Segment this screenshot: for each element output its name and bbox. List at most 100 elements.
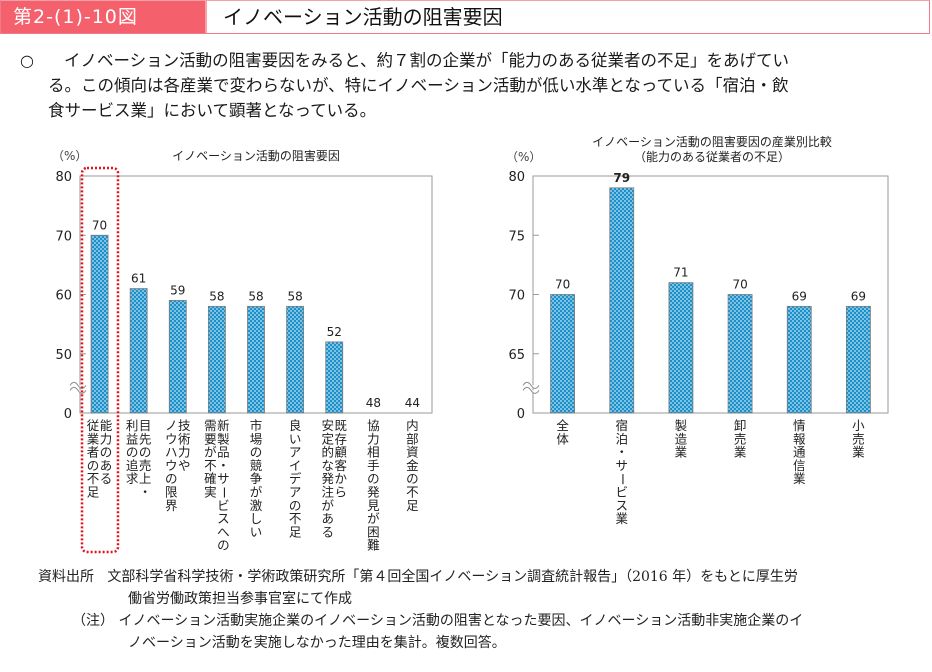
category-label-char: ウ: [165, 431, 178, 446]
category-label-char: 既: [334, 418, 347, 433]
category-label-char: 要: [204, 431, 217, 446]
category-label-char: 業: [87, 431, 100, 446]
category-label-char: 力: [100, 431, 113, 446]
category-label-char: 良: [289, 418, 302, 433]
bar: [609, 187, 635, 414]
category-label-char: い: [250, 524, 263, 539]
category-label-char: 協: [367, 418, 380, 433]
axis-break-icon: [522, 381, 540, 394]
category-label-char: ・: [139, 485, 152, 500]
category-label-char: の: [289, 498, 302, 513]
category-label-char: 造: [675, 431, 688, 446]
category-label-char: ・: [217, 458, 230, 473]
bar: [207, 305, 226, 414]
y-tick-label: 80: [55, 170, 72, 185]
category-label-char: か: [334, 471, 347, 486]
category-label-char: 争: [250, 471, 263, 486]
category-label-char: 技: [178, 418, 191, 433]
category-label-char: が: [321, 498, 334, 513]
category-label-char: 確: [204, 471, 217, 486]
category-label-char: 注: [321, 485, 334, 500]
y-tick-label: 80: [508, 170, 525, 185]
category-label-char: 資: [406, 445, 419, 460]
bar: [90, 234, 109, 414]
category-label-char: 求: [126, 471, 139, 486]
category-label-char: 発: [321, 471, 334, 486]
category-label-char: ビ: [615, 485, 628, 500]
category-label-char: の: [406, 471, 419, 486]
bullet-circle-icon: ○: [20, 51, 34, 70]
category-label-char: の: [126, 445, 139, 460]
category-label-char: 通: [793, 445, 806, 460]
bar: [786, 305, 812, 414]
category-label-char: 不: [204, 458, 217, 473]
category-label-char: ア: [289, 445, 302, 460]
category-label-char: 内: [406, 418, 419, 433]
category-label-char: デ: [289, 471, 302, 486]
data-label: 48: [366, 396, 381, 410]
category-label-char: な: [321, 458, 334, 473]
category-label-char: の: [250, 445, 263, 460]
note-label: （注）: [72, 613, 114, 629]
y-tick-label: 70: [508, 289, 525, 304]
category-label-char: 安: [321, 418, 334, 433]
category-label-char: 業: [615, 511, 628, 526]
category-label-char: 不: [87, 471, 100, 486]
data-label: 69: [851, 289, 866, 303]
category-label-char: 実: [204, 485, 217, 500]
data-label: 70: [555, 278, 570, 292]
category-label-char: 力: [178, 445, 191, 460]
highlight-box: [80, 166, 120, 554]
category-label-char: ビ: [217, 498, 230, 513]
category-label-char: 製: [675, 418, 688, 433]
category-label-char: 泊: [615, 431, 628, 446]
category-label-char: 市: [250, 418, 263, 433]
category-label-char: が: [367, 511, 380, 526]
category-label-char: イ: [289, 458, 302, 473]
category-label-char: 足: [87, 485, 100, 500]
category-label-char: 業: [675, 445, 688, 460]
category-label-char: 難: [367, 538, 380, 553]
category-label-char: る: [100, 471, 113, 486]
category-label-char: ノ: [165, 418, 178, 433]
category-label-char: 存: [334, 431, 347, 446]
category-label-char: サ: [615, 458, 628, 473]
category-label-char: 業: [852, 445, 865, 460]
category-label-char: 顧: [334, 445, 347, 460]
category-label-char: 小: [852, 418, 865, 433]
y-tick-label: 0: [517, 407, 525, 422]
category-label-char: 手: [367, 458, 380, 473]
data-label: 69: [792, 289, 807, 303]
category-label-char: あ: [321, 511, 334, 526]
data-label: 58: [248, 289, 263, 303]
chart-industry-comparison: イノベーション活動の阻害要因の産業別比較 （能力のある従業者の不足） （%） 0…: [506, 134, 889, 526]
category-label-char: 宿: [615, 418, 628, 433]
figure-header: 第2-(1)-10図 イノベーション活動の阻害要因: [0, 0, 930, 34]
y-tick-label: 60: [55, 289, 72, 304]
data-label: 70: [92, 218, 107, 232]
chart-title: イノベーション活動の阻害要因: [172, 148, 340, 163]
category-label-char: 困: [367, 524, 380, 539]
category-label-char: ス: [217, 511, 230, 526]
category-label-char: の: [217, 538, 230, 553]
data-label: 79: [613, 171, 630, 185]
category-label-char: の: [367, 471, 380, 486]
data-label: 44: [405, 396, 420, 410]
category-label-char: や: [178, 458, 191, 473]
figure-number: 第2-(1)-10図: [1, 1, 207, 33]
summary-line: 食サービス業」において顕著となっている。: [48, 101, 377, 120]
bar: [550, 294, 575, 414]
y-unit-label: （%）: [52, 149, 87, 163]
category-label-char: ア: [289, 485, 302, 500]
category-label-char: る: [321, 524, 334, 539]
data-label: 70: [732, 278, 747, 292]
category-label-char: ら: [334, 485, 347, 500]
category-label-char: 新: [217, 418, 230, 433]
category-label-char: い: [289, 431, 302, 446]
category-label-char: の: [165, 471, 178, 486]
category-label-char: あ: [100, 458, 113, 473]
category-label-char: 信: [793, 458, 806, 473]
summary-line: る。この傾向は各産業で変わらないが、特にイノベーション活動が低い水準となっている…: [48, 76, 789, 95]
category-label-char: の: [87, 458, 100, 473]
axis-break-icon: [69, 381, 87, 394]
